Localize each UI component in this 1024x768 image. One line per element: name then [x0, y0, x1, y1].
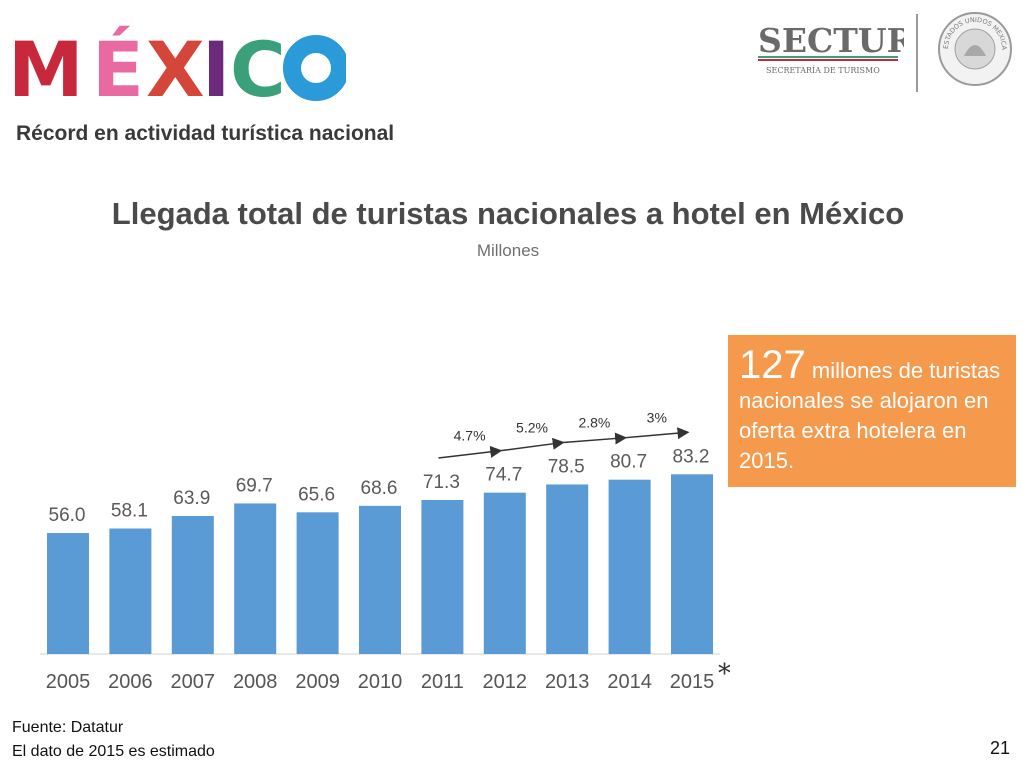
value-label-2010: 68.6	[361, 478, 398, 499]
svg-text:SECRETARÍA DE TURISMO: SECRETARÍA DE TURISMO	[766, 66, 880, 75]
bar-2009	[296, 512, 339, 654]
tick-label-2007: 2007	[171, 671, 216, 693]
bar-2014	[608, 479, 651, 654]
svg-text:M: M	[8, 25, 84, 101]
value-label-2014: 80.7	[610, 452, 647, 473]
growth-label-2014: 2.8%	[578, 415, 610, 431]
tick-label-2008: 2008	[233, 671, 278, 693]
value-label-2006: 58.1	[111, 501, 148, 522]
mexico-seal: ESTADOS UNIDOS MEXICANOS	[936, 10, 1012, 86]
growth-arrow-2013	[500, 437, 565, 452]
mexico-logo-mark: M É X I C	[8, 25, 346, 101]
sectur-logo: SECTUR SECRETARÍA DE TURISMO	[758, 21, 904, 75]
growth-label-2013: 5.2%	[516, 419, 548, 435]
svg-text:X: X	[146, 25, 205, 101]
tick-label-2006: 2006	[108, 671, 153, 693]
bar-2012	[483, 492, 526, 654]
callout-text: millones de turistas nacionales se aloja…	[739, 358, 1001, 473]
value-label-2015: 83.2	[673, 446, 710, 467]
tick-label-2015: 2015	[670, 671, 715, 693]
bar-2013	[546, 484, 589, 654]
value-label-2008: 69.7	[236, 475, 273, 496]
source-line: Fuente: Datatur	[12, 719, 124, 736]
svg-text:É: É	[92, 25, 144, 101]
bar-2011	[421, 499, 464, 654]
growth-label-2015: 3%	[647, 409, 667, 425]
slide-subtitle: Récord en actividad turística nacional	[16, 122, 395, 145]
bar-2005	[47, 533, 89, 654]
callout-number: 127	[739, 343, 806, 387]
tick-label-2013: 2013	[545, 671, 590, 693]
bar-2006	[109, 528, 152, 654]
value-label-2009: 65.6	[298, 484, 335, 505]
tick-label-2005: 2005	[46, 671, 91, 693]
value-label-2007: 63.9	[173, 488, 210, 509]
footnote-marker: *	[718, 659, 730, 689]
value-label-2013: 78.5	[548, 456, 585, 477]
tick-label-2012: 2012	[483, 671, 528, 693]
svg-text:SECTUR: SECTUR	[758, 21, 904, 60]
value-label-2011: 71.3	[423, 472, 460, 493]
y-unit-label: Millones	[477, 241, 539, 260]
tick-label-2011: 2011	[421, 671, 464, 693]
bar-2010	[359, 505, 401, 654]
header-divider	[916, 14, 918, 92]
callout-box: 127 millones de turistas nacionales se a…	[728, 335, 1016, 487]
growth-label-2012: 4.7%	[454, 428, 486, 444]
estimate-note: El dato de 2015 es estimado	[12, 743, 215, 760]
svg-text:C: C	[230, 25, 286, 101]
growth-arrow-2014	[563, 432, 628, 445]
svg-text:I: I	[202, 25, 230, 101]
tick-label-2010: 2010	[358, 671, 403, 693]
bar-2007	[171, 515, 214, 654]
chart-title: Llegada total de turistas nacionales a h…	[111, 196, 905, 231]
page-number: 21	[990, 738, 1011, 758]
value-label-2005: 56.0	[49, 505, 86, 526]
bar-chart: Millones 56.0 58.1 63.9 69.7 65.6 68.6 71.3 74.…	[40, 241, 730, 693]
value-label-2012: 74.7	[485, 465, 522, 486]
tick-label-2014: 2014	[607, 671, 652, 693]
source-note: Fuente: Datatur El dato de 2015 es estim…	[12, 716, 215, 764]
bar-2015	[671, 474, 713, 654]
growth-arrow-2015	[625, 427, 690, 440]
mexico-logo: M É X I C	[8, 25, 346, 101]
tick-label-2009: 2009	[295, 671, 340, 693]
bar-2008	[234, 503, 277, 654]
growth-arrow-2012	[438, 445, 503, 459]
